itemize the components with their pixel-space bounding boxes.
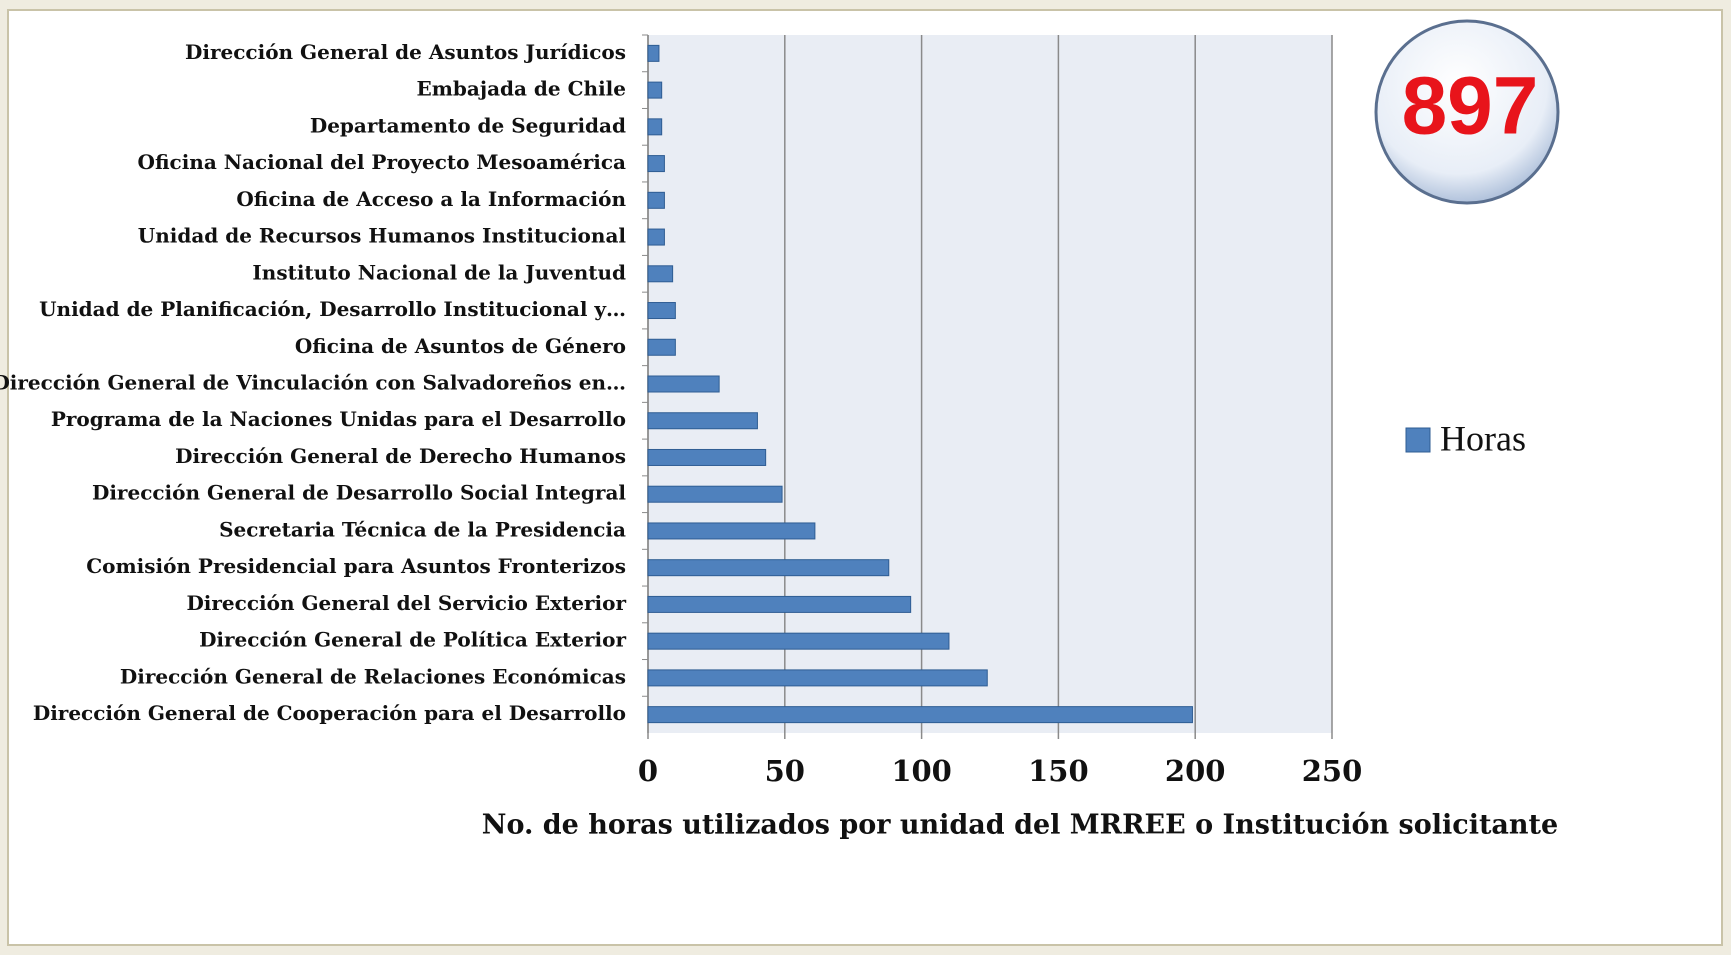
y-tick-label: Secretaria Técnica de la Presidencia [219, 517, 626, 541]
legend-label: Horas [1440, 418, 1526, 458]
bar [648, 560, 889, 576]
bar [648, 596, 911, 612]
bar [648, 633, 949, 649]
bar [648, 486, 782, 502]
bar [648, 449, 766, 465]
page: {"chart_data": {"type": "barh", "categor… [0, 0, 1731, 955]
bar [648, 45, 659, 61]
y-tick-label: Dirección General de Política Exterior [199, 628, 626, 652]
y-tick-label: Unidad de Recursos Humanos Institucional [138, 224, 627, 248]
bar [648, 707, 1192, 723]
bar [648, 266, 673, 282]
x-tick-label: 100 [891, 754, 952, 788]
bar [648, 670, 987, 686]
x-axis-title: No. de horas utilizados por unidad del M… [482, 810, 1558, 841]
bar [648, 82, 662, 98]
bar [648, 119, 662, 135]
bar [648, 192, 664, 208]
y-tick-label: Oficina de Acceso a la Información [236, 187, 626, 211]
legend-swatch [1406, 428, 1430, 452]
badge-text: 897 [1402, 61, 1539, 152]
y-tick-label: Dirección General de Relaciones Económic… [120, 664, 626, 688]
y-tick-label: Embajada de Chile [416, 77, 626, 101]
y-tick-label: Dirección General de Derecho Humanos [175, 444, 626, 468]
y-tick-label: Oficina Nacional del Proyecto Mesoaméric… [138, 150, 626, 174]
y-tick-label: Dirección General de Vinculación con Sal… [0, 371, 626, 395]
y-tick-label: Dirección General de Desarrollo Social I… [92, 481, 626, 505]
y-tick-label: Dirección General del Servicio Exterior [186, 591, 626, 615]
y-tick-label: Oficina de Asuntos de Género [295, 334, 626, 358]
y-tick-label: Departamento de Seguridad [310, 113, 626, 137]
plot-background [648, 35, 1332, 733]
bar [648, 413, 757, 429]
x-tick-label: 50 [765, 754, 805, 788]
x-tick-label: 250 [1302, 754, 1363, 788]
bar [648, 156, 664, 172]
x-tick-label: 0 [638, 754, 658, 788]
x-tick-label: 200 [1165, 754, 1226, 788]
y-tick-label: Instituto Nacional de la Juventud [252, 260, 626, 284]
y-tick-label: Unidad de Planificación, Desarrollo Inst… [39, 297, 626, 321]
chart: 897 No. de horas utilizados por unidad d… [0, 0, 1731, 955]
bar [648, 229, 664, 245]
y-tick-label: Dirección General de Asuntos Jurídicos [185, 40, 626, 64]
bar [648, 339, 675, 355]
bar [648, 303, 675, 319]
x-tick-label: 150 [1028, 754, 1089, 788]
y-tick-label: Dirección General de Cooperación para el… [33, 701, 626, 725]
y-tick-label: Comisión Presidencial para Asuntos Front… [86, 554, 626, 578]
bar [648, 376, 719, 392]
y-tick-label: Programa de la Naciones Unidas para el D… [51, 407, 626, 431]
bar [648, 523, 815, 539]
